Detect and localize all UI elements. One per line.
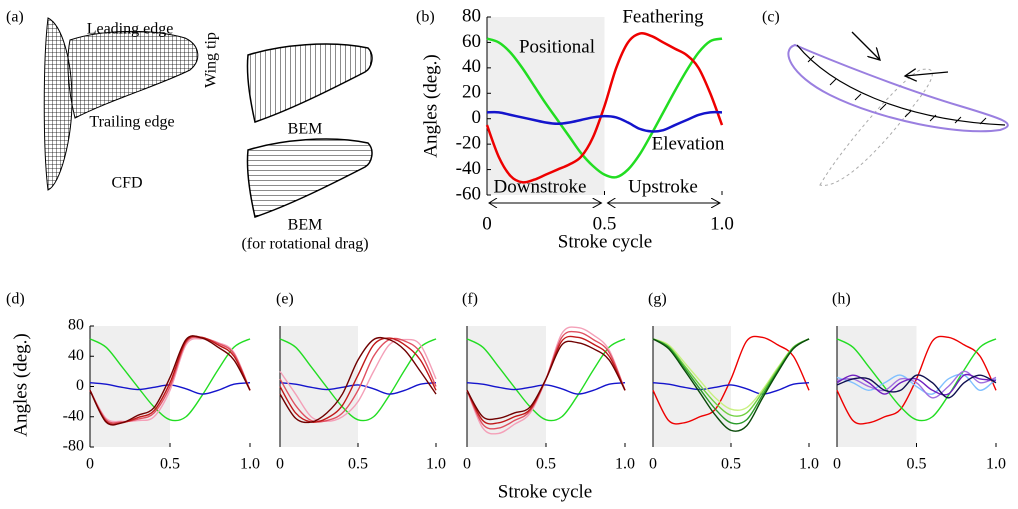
x-tick-label: 0.5 bbox=[348, 456, 368, 473]
x-axis-label: Stroke cycle bbox=[498, 481, 592, 502]
series-line bbox=[652, 338, 810, 432]
x-tick-label: 0.5 bbox=[536, 456, 556, 473]
y-tick-label: 60 bbox=[462, 31, 481, 52]
series-line bbox=[652, 382, 810, 395]
x-tick-label: 0 bbox=[276, 456, 284, 473]
series-line bbox=[836, 374, 997, 399]
series-line bbox=[279, 338, 437, 422]
x-tick-label: 1.0 bbox=[710, 213, 734, 234]
series-line bbox=[466, 340, 626, 421]
panel-label: (h) bbox=[832, 291, 851, 308]
downstroke-shade bbox=[487, 17, 605, 195]
series-line bbox=[89, 335, 251, 426]
y-tick-label: -40 bbox=[63, 407, 84, 424]
x-tick-label: 0.5 bbox=[160, 456, 180, 473]
series-line bbox=[485, 32, 724, 184]
cfd-body bbox=[43, 17, 73, 191]
x-tick-label: 1.0 bbox=[240, 456, 260, 473]
y-axis-label: Angles (deg.) bbox=[420, 54, 441, 157]
wing-tip-label: Wing tip bbox=[203, 32, 220, 88]
x-tick-label: 1.0 bbox=[615, 456, 635, 473]
arrow bbox=[905, 72, 949, 76]
series-line bbox=[279, 382, 437, 395]
y-tick-label: 0 bbox=[472, 107, 482, 128]
series-line bbox=[279, 337, 437, 423]
leading-edge-label: Leading edge bbox=[87, 21, 174, 38]
y-tick-label: 40 bbox=[68, 347, 84, 364]
x-tick-label: 0 bbox=[86, 456, 94, 473]
phase-label: Upstroke bbox=[628, 176, 698, 197]
series-line bbox=[89, 338, 251, 422]
panel-label: (g) bbox=[648, 291, 667, 308]
series-line bbox=[279, 337, 437, 423]
x-tick-label: 0 bbox=[833, 456, 841, 473]
series-label: Positional bbox=[519, 36, 595, 57]
series-line bbox=[652, 335, 810, 425]
series-line bbox=[466, 382, 626, 395]
y-tick-label: -20 bbox=[456, 133, 481, 154]
x-axis-label: Stroke cycle bbox=[558, 231, 652, 252]
trajectory-loop bbox=[787, 43, 1009, 133]
panel-a: (a) Leading edge Wing tip Trailing edge … bbox=[6, 9, 373, 253]
series-line bbox=[836, 338, 997, 422]
trajectory-mid bbox=[796, 44, 1006, 126]
downstroke-shade bbox=[837, 326, 917, 447]
series-label: Feathering bbox=[622, 6, 704, 27]
trajectory-ghost bbox=[819, 68, 933, 186]
y-tick-label: 80 bbox=[462, 5, 481, 26]
x-tick-label: 0 bbox=[649, 456, 657, 473]
series-line bbox=[486, 110, 723, 133]
chord-ticks bbox=[807, 55, 987, 125]
series-line bbox=[836, 370, 997, 399]
panel-label: (e) bbox=[276, 291, 294, 308]
panel-label: (b) bbox=[416, 9, 435, 26]
panel-c: (c) bbox=[762, 9, 1009, 186]
panel-label: (a) bbox=[6, 9, 24, 26]
bem-wing-drag bbox=[246, 138, 373, 218]
series-line bbox=[279, 338, 437, 422]
series-line bbox=[89, 337, 251, 423]
series-line bbox=[466, 338, 626, 422]
x-tick-label: 0.5 bbox=[907, 456, 927, 473]
y-tick-label: 0 bbox=[76, 377, 84, 394]
x-tick-label: 0 bbox=[463, 456, 471, 473]
series-line bbox=[486, 37, 723, 179]
trailing-edge-label: Trailing edge bbox=[89, 114, 174, 131]
x-tick-label: 0.5 bbox=[721, 456, 741, 473]
series-line bbox=[279, 336, 437, 424]
phase-label: Downstroke bbox=[494, 176, 587, 197]
arrow bbox=[851, 31, 880, 60]
series-line bbox=[89, 336, 251, 424]
x-tick-label: 0.5 bbox=[593, 213, 617, 234]
cfd-wing bbox=[67, 30, 199, 119]
x-tick-label: 1.0 bbox=[799, 456, 819, 473]
y-tick-label: 40 bbox=[462, 56, 481, 77]
y-tick-label: -60 bbox=[456, 183, 481, 204]
y-axis-label: Angles (deg.) bbox=[10, 333, 31, 436]
y-tick-label: -40 bbox=[456, 158, 481, 179]
y-tick-label: 80 bbox=[68, 317, 84, 334]
y-tick-label: 20 bbox=[462, 82, 481, 103]
x-tick-label: 0 bbox=[482, 213, 492, 234]
panel-label: (f) bbox=[462, 291, 478, 308]
bem-note: (for rotational drag) bbox=[241, 236, 368, 253]
y-tick-label: -80 bbox=[63, 438, 84, 455]
cfd-label: CFD bbox=[111, 175, 142, 192]
series-line bbox=[836, 373, 997, 396]
x-tick-label: 1.0 bbox=[426, 456, 446, 473]
bem-label: BEM bbox=[288, 121, 323, 138]
series-label: Elevation bbox=[652, 133, 725, 154]
panel-label: (d) bbox=[6, 291, 25, 308]
panel-label: (c) bbox=[762, 9, 780, 26]
x-tick-label: 1.0 bbox=[986, 456, 1006, 473]
bem-wing bbox=[246, 43, 373, 123]
bem-label: BEM bbox=[288, 217, 323, 234]
